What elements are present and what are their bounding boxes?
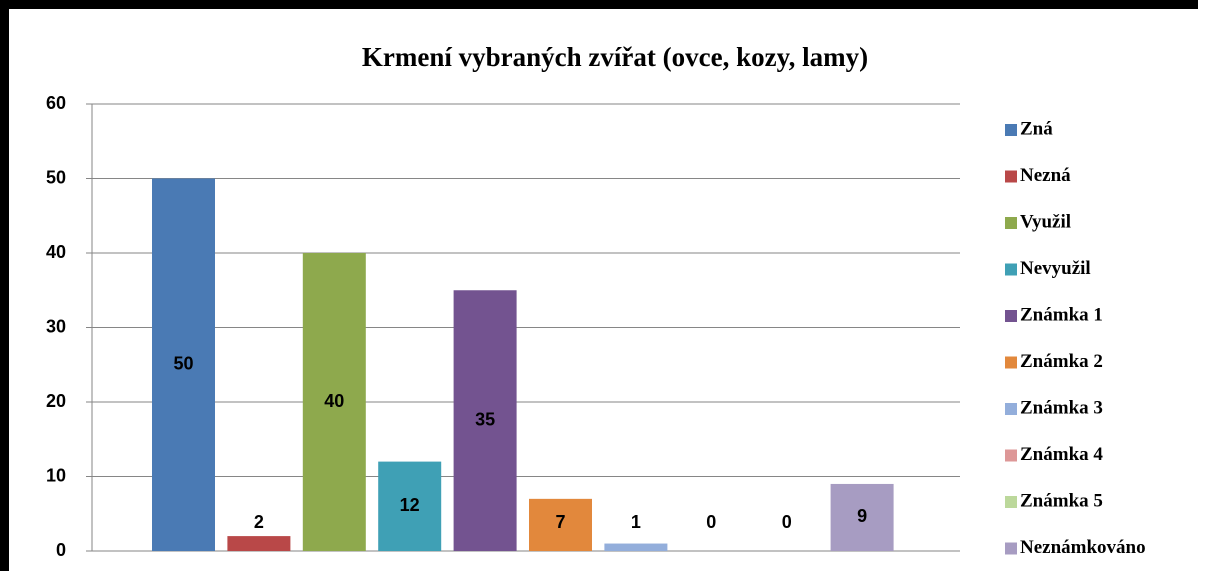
legend-swatch bbox=[1005, 170, 1017, 183]
bar bbox=[529, 498, 592, 551]
y-tick-label: 30 bbox=[46, 316, 66, 336]
bar bbox=[302, 253, 366, 551]
y-tick-label: 50 bbox=[46, 167, 66, 187]
bar bbox=[378, 461, 442, 551]
legend-label: Zná bbox=[1020, 118, 1053, 139]
legend-label: Využil bbox=[1020, 211, 1071, 232]
legend-label: Známka 1 bbox=[1020, 304, 1103, 325]
legend-swatch bbox=[1005, 124, 1017, 136]
data-label: 0 bbox=[706, 512, 716, 532]
bar bbox=[830, 483, 894, 551]
data-label: 50 bbox=[173, 354, 193, 374]
frame-top bbox=[0, 0, 1198, 9]
data-label: 0 bbox=[782, 512, 792, 532]
bar bbox=[604, 543, 668, 551]
data-label: 12 bbox=[400, 495, 420, 515]
data-label: 2 bbox=[254, 512, 264, 532]
bar bbox=[152, 178, 215, 551]
frame-left bbox=[0, 0, 9, 571]
bar bbox=[227, 536, 291, 551]
y-tick-label: 40 bbox=[46, 242, 66, 262]
y-tick-label: 20 bbox=[46, 391, 66, 411]
legend-swatch bbox=[1005, 449, 1017, 462]
legend-label: Známka 3 bbox=[1020, 397, 1103, 418]
legend-swatch bbox=[1005, 496, 1017, 508]
legend-label: Nezná bbox=[1020, 165, 1071, 186]
y-tick-label: 10 bbox=[46, 465, 66, 485]
y-tick-label: 0 bbox=[56, 540, 66, 560]
legend-label: Nevyužil bbox=[1020, 258, 1091, 279]
legend-swatch bbox=[1005, 217, 1017, 229]
bar bbox=[453, 290, 517, 551]
data-label: 40 bbox=[324, 391, 344, 411]
legend-swatch bbox=[1005, 403, 1017, 415]
legend-label: Známka 2 bbox=[1020, 351, 1103, 372]
legend-swatch bbox=[1005, 263, 1017, 276]
data-label: 7 bbox=[555, 512, 565, 532]
legend-swatch bbox=[1005, 542, 1017, 555]
data-label: 1 bbox=[631, 512, 641, 532]
chart-title: Krmení vybraných zvířat (ovce, kozy, lam… bbox=[362, 42, 868, 72]
legend-swatch bbox=[1005, 356, 1017, 369]
y-tick-label: 60 bbox=[46, 93, 66, 113]
legend-swatch bbox=[1005, 310, 1017, 322]
legend-label: Neznámkováno bbox=[1020, 537, 1146, 558]
data-label: 35 bbox=[475, 409, 495, 429]
data-label: 9 bbox=[857, 506, 867, 526]
legend-label: Známka 5 bbox=[1020, 490, 1103, 511]
legend-label: Známka 4 bbox=[1020, 444, 1103, 465]
